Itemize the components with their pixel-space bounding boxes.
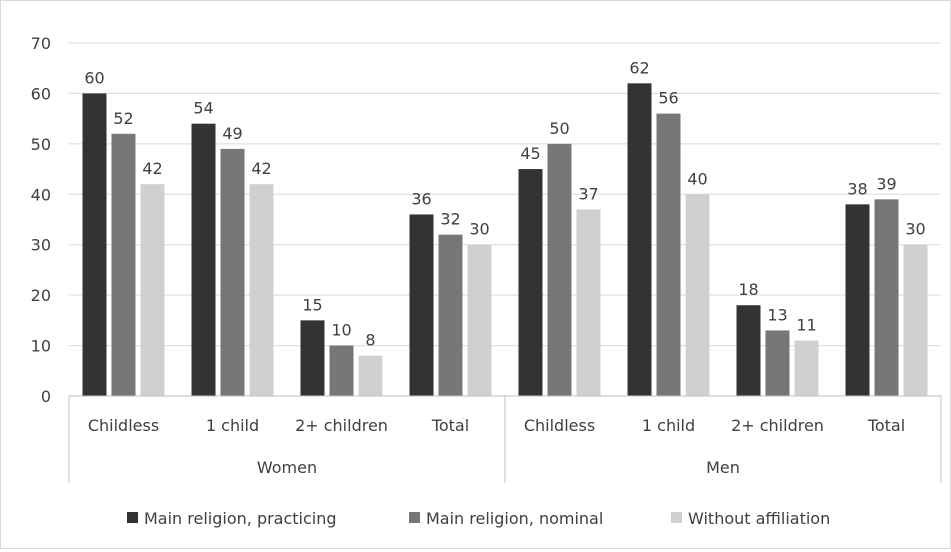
legend-label: Without affiliation — [688, 509, 830, 528]
data-label: 42 — [251, 159, 271, 178]
bar — [627, 83, 652, 396]
category-label: Total — [431, 416, 469, 435]
category-labels: Childless 1 child 2+ children Total Childles… — [88, 416, 905, 435]
data-label: 10 — [331, 321, 351, 340]
data-label: 39 — [876, 174, 896, 193]
bars — [82, 83, 928, 396]
data-label: 11 — [796, 316, 816, 335]
bar — [220, 148, 245, 396]
data-label: 8 — [365, 331, 375, 350]
data-label: 38 — [847, 179, 867, 198]
bar — [576, 209, 601, 396]
data-label: 30 — [469, 220, 489, 239]
data-label: 49 — [222, 124, 242, 143]
category-label: Total — [867, 416, 905, 435]
data-label: 45 — [520, 144, 540, 163]
bar — [140, 184, 165, 396]
data-labels: 60 52 42 54 49 42 15 10 8 36 32 30 45 50 37 62 56 40 18 13 1… — [84, 58, 925, 349]
bar — [438, 234, 463, 396]
category-label: 2+ children — [295, 416, 388, 435]
bar — [794, 340, 819, 396]
bar — [191, 123, 216, 396]
x-axis — [68, 395, 942, 483]
bar — [82, 93, 107, 396]
data-label: 13 — [767, 305, 787, 324]
bar — [656, 113, 681, 396]
category-label: Childless — [524, 416, 595, 435]
bar — [845, 204, 870, 396]
category-label: 2+ children — [731, 416, 824, 435]
data-label: 56 — [658, 89, 678, 108]
category-label: Childless — [88, 416, 159, 435]
bar — [358, 355, 383, 396]
bar — [547, 143, 572, 396]
bar — [467, 244, 492, 396]
legend-label: Main religion, practicing — [144, 509, 337, 528]
y-tick-label: 0 — [41, 387, 51, 406]
data-label: 52 — [113, 109, 133, 128]
data-label: 15 — [302, 295, 322, 314]
group-label: Men — [706, 458, 740, 477]
bar — [409, 214, 434, 396]
legend: Main religion, practicing Main religion, … — [127, 509, 830, 528]
y-tick-label: 20 — [31, 286, 51, 305]
data-label: 62 — [629, 58, 649, 77]
data-label: 36 — [411, 189, 431, 208]
legend-swatch — [409, 512, 420, 523]
group-labels: Women Men — [257, 458, 740, 477]
bar — [518, 169, 543, 396]
y-tick-label: 60 — [31, 84, 51, 103]
data-label: 40 — [687, 169, 707, 188]
data-label: 60 — [84, 68, 104, 87]
data-label: 32 — [440, 210, 460, 229]
bar — [249, 184, 274, 396]
group-label: Women — [257, 458, 317, 477]
data-label: 30 — [905, 220, 925, 239]
bar — [903, 244, 928, 396]
y-axis-ticks: 0 10 20 30 40 50 60 70 — [31, 34, 51, 406]
bar — [300, 320, 325, 396]
data-label: 42 — [142, 159, 162, 178]
data-label: 54 — [193, 99, 213, 118]
bar — [765, 330, 790, 396]
legend-swatch — [127, 512, 138, 523]
y-tick-label: 40 — [31, 185, 51, 204]
category-label: 1 child — [206, 416, 259, 435]
data-label: 37 — [578, 184, 598, 203]
legend-swatch — [671, 512, 682, 523]
y-tick-label: 10 — [31, 337, 51, 356]
bar — [685, 194, 710, 396]
y-tick-label: 50 — [31, 135, 51, 154]
data-label: 50 — [549, 119, 569, 138]
data-label: 18 — [738, 280, 758, 299]
bar — [736, 305, 761, 396]
bar — [329, 345, 354, 396]
y-tick-label: 30 — [31, 236, 51, 255]
y-tick-label: 70 — [31, 34, 51, 53]
category-label: 1 child — [642, 416, 695, 435]
bar — [874, 199, 899, 396]
bar — [111, 133, 136, 396]
legend-label: Main religion, nominal — [426, 509, 603, 528]
